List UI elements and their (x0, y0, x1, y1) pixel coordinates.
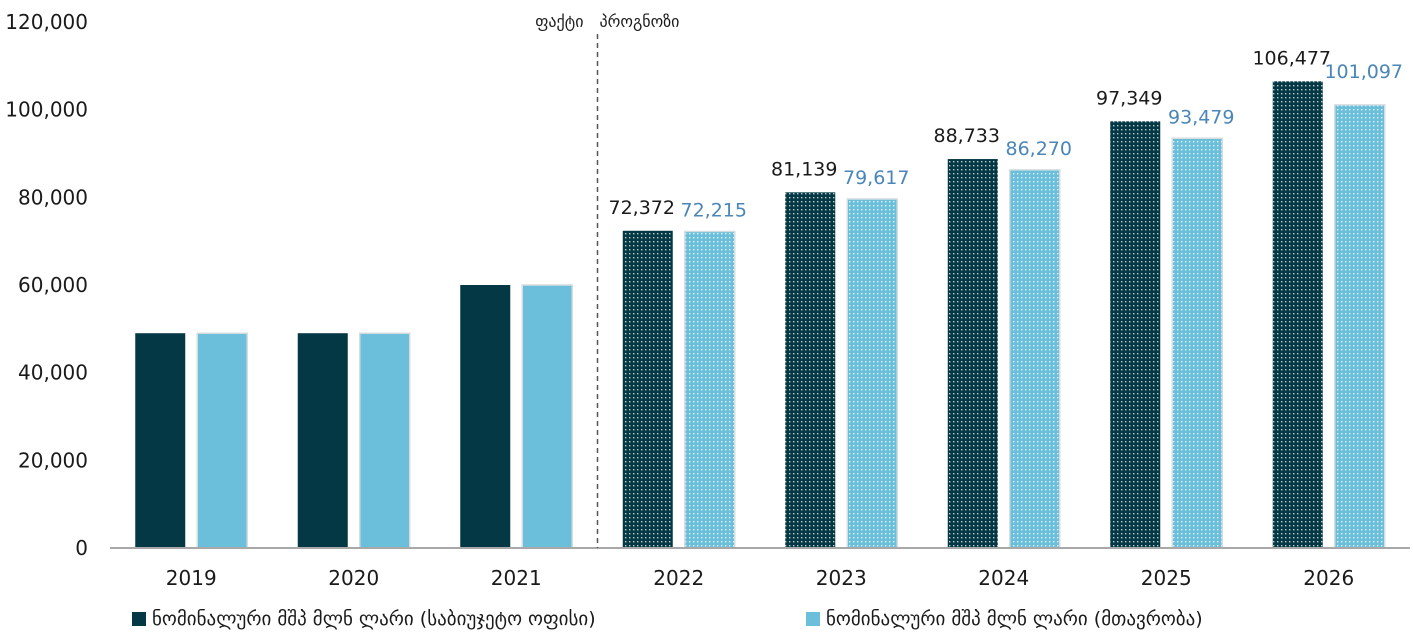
legend-label-government: ნომინალური მშპ მლნ ლარი (მთავრობა) (826, 608, 1203, 630)
bar-budget-office-2024 (947, 159, 998, 548)
legend-swatch-budget-office (132, 612, 146, 626)
bar-government-2020 (359, 332, 411, 549)
data-label-government-2022: 72,215 (681, 199, 747, 221)
bar-budget-office-2023 (785, 192, 836, 549)
y-tick-label: 100,000 (5, 98, 88, 122)
data-label-government-2024: 86,270 (1006, 138, 1072, 160)
bar-government-2026 (1334, 104, 1386, 549)
y-tick-label: 80,000 (18, 185, 88, 209)
bar-government-2022 (684, 230, 736, 549)
bar-budget-office-2019 (135, 333, 186, 548)
legend-swatch-government (806, 612, 820, 626)
bar-government-2023 (846, 198, 898, 549)
data-label-budget-office-2024: 88,733 (934, 125, 1000, 147)
bar-government-2024 (1009, 169, 1061, 549)
x-tick-label-2022: 2022 (653, 566, 704, 590)
bar-government-2025 (1171, 137, 1223, 549)
legend-item-budget-office: ნომინალური მშპ მლნ ლარი (საბიუჯეტო ოფისი… (132, 608, 596, 630)
bars-group (135, 81, 1386, 549)
x-tick-label-2023: 2023 (816, 566, 867, 590)
bar-budget-office-2022 (622, 230, 673, 548)
bar-budget-office-2025 (1110, 121, 1161, 549)
x-tick-label-2024: 2024 (978, 566, 1029, 590)
x-tick-label-2019: 2019 (166, 566, 217, 590)
bar-budget-office-2026 (1272, 81, 1323, 548)
data-label-budget-office-2022: 72,372 (609, 197, 675, 219)
y-tick-label: 40,000 (18, 361, 88, 385)
data-labels-group: 72,372 72,215 81,139 79,617 88,733 86,270 97,3… (609, 47, 1404, 221)
y-axis-tick-labels: 0 20,000 40,000 60,000 80,000 100,000 120,000 (5, 10, 88, 560)
bar-budget-office-2020 (297, 333, 348, 548)
legend-label-budget-office: ნომინალური მშპ მლნ ლარი (საბიუჯეტო ოფისი… (152, 608, 596, 630)
x-axis-tick-labels: 2019 2020 2021 2022 2023 2024 2025 2026 (166, 566, 1354, 590)
y-tick-label: 60,000 (18, 273, 88, 297)
y-tick-label: 120,000 (5, 10, 88, 34)
data-label-budget-office-2025: 97,349 (1096, 87, 1162, 109)
fact-label: ფაქტი (535, 12, 583, 31)
data-label-budget-office-2026: 106,477 (1252, 47, 1331, 69)
data-label-budget-office-2023: 81,139 (771, 158, 837, 180)
bar-budget-office-2021 (460, 285, 511, 548)
y-tick-label: 20,000 (18, 448, 88, 472)
data-label-government-2026: 101,097 (1324, 61, 1403, 83)
legend-item-government: ნომინალური მშპ მლნ ლარი (მთავრობა) (806, 608, 1203, 630)
bar-chart: 020,00040,00060,00080,000100,000120,000 … (5, 10, 1410, 590)
legend: ნომინალური მშპ მლნ ლარი (საბიუჯეტო ოფისი… (0, 606, 1413, 638)
x-tick-label-2021: 2021 (491, 566, 542, 590)
forecast-label: პროგნოზი (600, 12, 680, 31)
x-tick-label-2026: 2026 (1303, 566, 1354, 590)
x-tick-label-2025: 2025 (1141, 566, 1192, 590)
bar-government-2019 (196, 332, 248, 549)
data-label-government-2025: 93,479 (1168, 106, 1234, 128)
data-label-government-2023: 79,617 (843, 167, 909, 189)
y-tick-label: 0 (75, 536, 88, 560)
bar-government-2021 (521, 284, 573, 549)
x-tick-label-2020: 2020 (328, 566, 379, 590)
